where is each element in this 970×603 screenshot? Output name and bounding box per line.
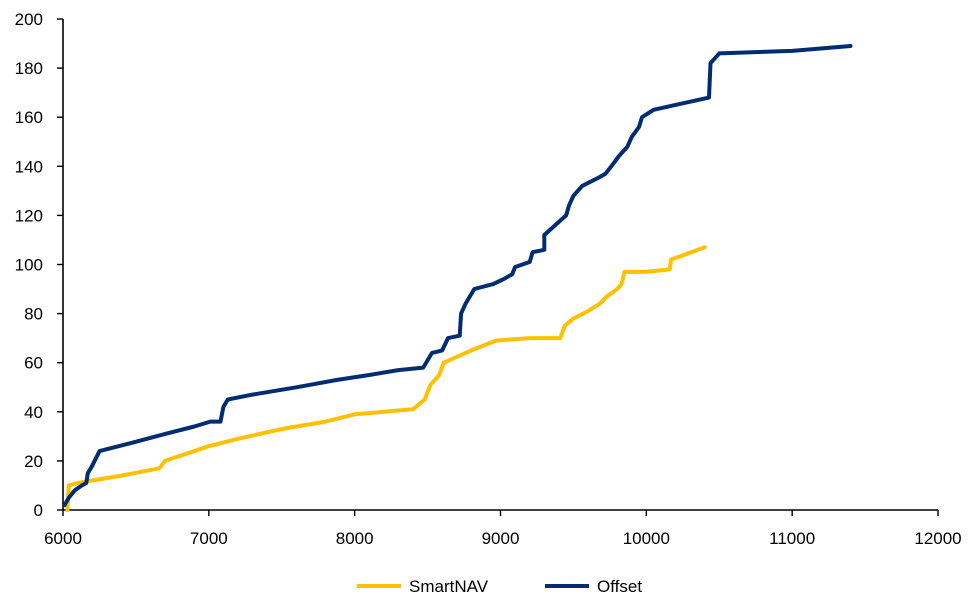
legend-label-offset: Offset bbox=[597, 577, 642, 596]
y-tick-label: 0 bbox=[34, 501, 43, 520]
x-axis-ticks: 6000 7000 8000 9000 10000 11000 12000 bbox=[44, 510, 962, 548]
series-lines bbox=[65, 46, 851, 510]
y-tick-label: 200 bbox=[15, 10, 43, 29]
x-tick-label: 7000 bbox=[190, 529, 228, 548]
y-tick-label: 20 bbox=[24, 452, 43, 471]
x-tick-label: 6000 bbox=[44, 529, 82, 548]
y-tick-label: 180 bbox=[15, 59, 43, 78]
y-tick-label: 160 bbox=[15, 108, 43, 127]
legend: SmartNAV Offset bbox=[357, 577, 642, 596]
y-tick-label: 40 bbox=[24, 403, 43, 422]
x-tick-label: 11000 bbox=[769, 529, 815, 548]
x-tick-label: 12000 bbox=[914, 529, 961, 548]
y-axis-ticks: 0 20 40 60 80 100 120 140 160 180 200 bbox=[15, 10, 63, 520]
legend-label-smartnav: SmartNAV bbox=[409, 577, 489, 596]
series-line-smartnav bbox=[67, 247, 704, 510]
x-tick-label: 9000 bbox=[482, 529, 520, 548]
y-tick-label: 140 bbox=[15, 157, 43, 176]
y-tick-label: 80 bbox=[24, 305, 43, 324]
x-tick-label: 10000 bbox=[623, 529, 670, 548]
y-tick-label: 60 bbox=[24, 354, 43, 373]
y-tick-label: 120 bbox=[15, 206, 43, 225]
x-tick-label: 8000 bbox=[336, 529, 374, 548]
series-line-offset bbox=[65, 46, 851, 505]
y-tick-label: 100 bbox=[15, 256, 43, 275]
